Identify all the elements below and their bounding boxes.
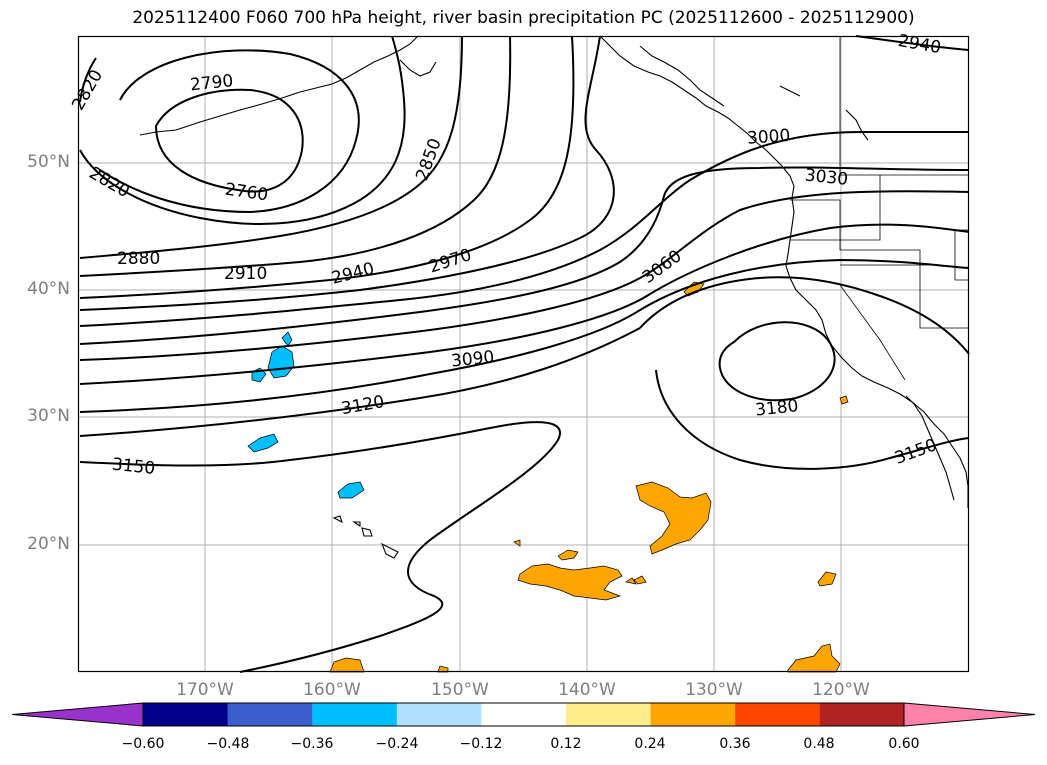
contour-label: 3180 — [754, 396, 799, 420]
colorbar-tick-label: 0.60 — [888, 736, 920, 752]
precip-area — [839, 395, 849, 405]
lat-label: 20°N — [27, 534, 70, 554]
precip-area — [635, 481, 712, 555]
precip-area — [517, 563, 623, 601]
colorbar-tick-label: −0.24 — [375, 736, 419, 752]
contour-label: 3030 — [804, 165, 849, 189]
lat-label: 40°N — [27, 279, 70, 299]
colorbar-segment — [904, 703, 1035, 726]
contour-labels: 2820 2790 2760 2850 2820 2880 2910 2940 … — [68, 31, 942, 479]
colorbar-tick-label: 0.24 — [634, 736, 666, 752]
colorbar-segment — [819, 703, 905, 726]
colorbar-frame — [142, 702, 905, 727]
contour-label: 2820 — [68, 66, 107, 113]
colorbar-tick-label: 0.48 — [803, 736, 835, 752]
contour-label: 3120 — [340, 392, 386, 419]
borders — [790, 36, 969, 381]
colorbar-tick-label: −0.48 — [206, 736, 250, 752]
coastlines — [139, 35, 969, 559]
colorbar-segment — [735, 703, 821, 726]
precip-positive — [329, 281, 849, 673]
colorbar-tick-label: 0.36 — [719, 736, 751, 752]
colorbar-extend-left — [11, 702, 144, 727]
colorbar-segment — [650, 703, 736, 726]
contour-label: 2910 — [224, 264, 267, 284]
precip-area — [267, 345, 295, 379]
map-title: 2025112400 F060 700 hPa height, river ba… — [132, 8, 915, 28]
precip-area — [787, 643, 841, 673]
precip-area — [337, 481, 365, 499]
lat-label: 50°N — [27, 152, 70, 172]
lon-label: 170°W — [176, 680, 234, 700]
map-frame — [77, 35, 970, 673]
contour-label: 2820 — [85, 163, 132, 202]
precip-area — [633, 575, 647, 585]
contour-label: 2940 — [896, 31, 942, 58]
colorbar-segment — [143, 703, 229, 726]
lon-label: 160°W — [303, 680, 361, 700]
precip-area — [625, 577, 637, 585]
contour-label: 3090 — [450, 347, 495, 371]
contour-label: 3150 — [111, 455, 156, 479]
precip-area — [329, 657, 365, 673]
colorbar-segment — [566, 703, 652, 726]
colorbar-tick-label: −0.36 — [290, 736, 334, 752]
height-contours — [79, 35, 970, 673]
contour-label: 2880 — [117, 249, 160, 269]
colorbar-segment — [481, 703, 567, 726]
colorbar-tick-label: 0.12 — [550, 736, 582, 752]
colorbar-extend-right — [903, 702, 1036, 727]
precip-area — [247, 433, 279, 453]
lon-label: 130°W — [685, 680, 743, 700]
colorbar-segment — [396, 703, 482, 726]
colorbar-segment — [12, 703, 143, 726]
lat-label: 30°N — [27, 406, 70, 426]
lon-label: 140°W — [558, 680, 616, 700]
lon-label: 120°W — [812, 680, 870, 700]
lon-label: 150°W — [431, 680, 489, 700]
colorbar — [12, 703, 1035, 726]
precip-negative — [247, 331, 365, 499]
colorbar-tick-label: −0.60 — [121, 736, 165, 752]
colorbar-tick-label: −0.12 — [459, 736, 503, 752]
precip-area — [557, 549, 579, 561]
colorbar-segment — [227, 703, 313, 726]
contour-label: 3000 — [746, 126, 791, 149]
precip-area — [817, 571, 837, 587]
contour-label: 3150 — [892, 435, 939, 469]
precip-area — [513, 539, 521, 547]
contour-label: 2790 — [189, 71, 234, 95]
colorbar-segment — [312, 703, 398, 726]
precip-area — [281, 331, 293, 347]
contour-label: 2940 — [330, 259, 377, 289]
contour-label: 2760 — [224, 180, 270, 206]
